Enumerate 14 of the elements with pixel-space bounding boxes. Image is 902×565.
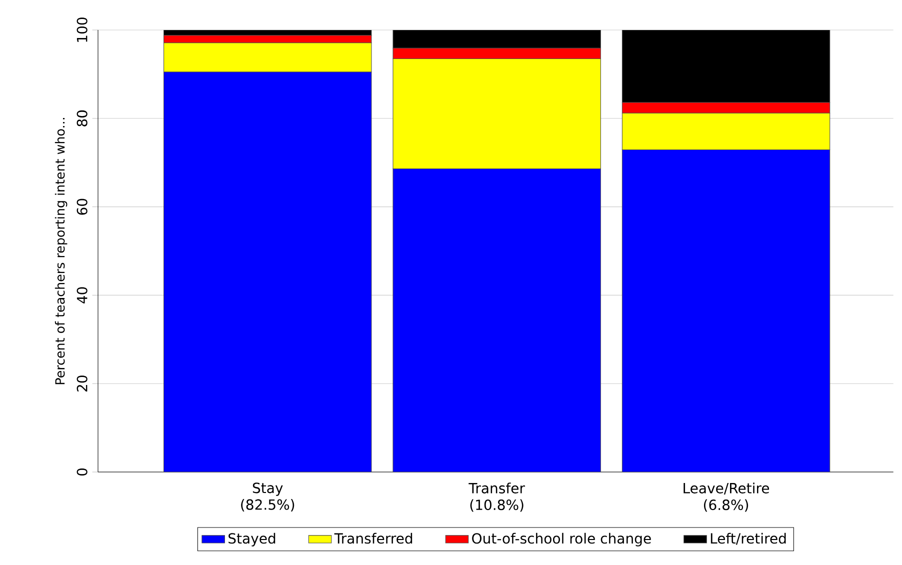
legend-label: Out-of-school role change: [472, 532, 651, 546]
legend-label: Left/retired: [710, 532, 786, 545]
y-tick-label: 80: [76, 110, 88, 126]
x-tick-label: Leave/Retire (6.8%): [684, 482, 770, 512]
y-tick-label: 60: [76, 198, 88, 215]
y-axis-title: Percent of teachers reporting intent who...: [54, 118, 68, 384]
y-tick-label: 0: [76, 468, 88, 476]
y-tick-label: 100: [76, 18, 88, 42]
y-tick-label: 20: [76, 376, 88, 392]
y-tick-label: 40: [76, 287, 88, 304]
legend-label: Stayed: [228, 532, 276, 546]
x-tick-label: Transfer (10.8%): [468, 482, 525, 512]
x-tick-label: Stay (82.5%): [241, 482, 294, 512]
legend-label: Transferred: [334, 532, 412, 544]
